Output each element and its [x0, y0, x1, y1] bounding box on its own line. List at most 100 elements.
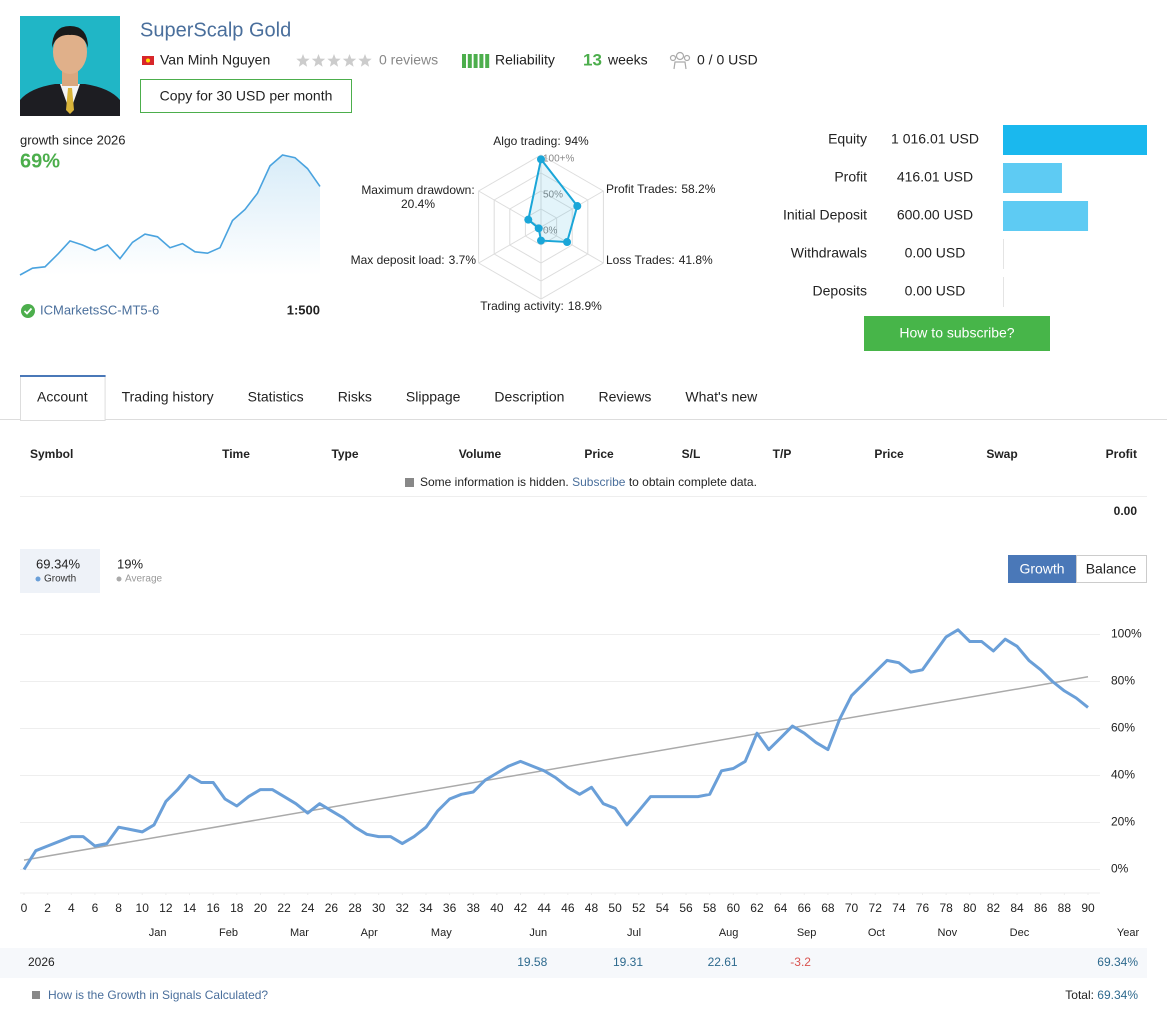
- radar-label-name: Algo trading:: [493, 134, 560, 148]
- star: [296, 54, 310, 67]
- year-axis-label: Year: [1117, 927, 1140, 939]
- weeks-count: 13: [583, 50, 602, 69]
- balance-label: Initial Deposit: [783, 207, 867, 223]
- x-tick-label: 14: [183, 901, 197, 915]
- month-label: May: [431, 927, 452, 939]
- column-header: Type: [331, 447, 358, 461]
- help-icon: [32, 991, 40, 999]
- tab[interactable]: Trading history: [122, 389, 214, 405]
- chart-button[interactable]: [1076, 555, 1147, 583]
- tab[interactable]: Account: [37, 389, 88, 405]
- author: Van Minh Nguyen: [160, 52, 270, 68]
- tab[interactable]: Statistics: [248, 389, 304, 405]
- radar-point: [534, 224, 543, 233]
- month-growth: -3.2: [790, 955, 811, 969]
- balance-bar: [1003, 163, 1062, 193]
- x-tick-label: 88: [1058, 901, 1072, 915]
- footer-total-value: 69.34%: [1097, 988, 1138, 1002]
- radar-label-value: 3.7%: [449, 253, 477, 267]
- star: [327, 54, 341, 67]
- radar-label-value: 58.2%: [681, 182, 715, 196]
- radar-point: [537, 236, 545, 245]
- subscribe-button-label[interactable]: How to subscribe?: [899, 325, 1014, 341]
- reliability-bar: [473, 54, 478, 68]
- notice-link[interactable]: Subscribe: [572, 475, 626, 489]
- mini-area: [20, 155, 320, 275]
- month-label: Oct: [868, 927, 885, 939]
- month-label: Aug: [719, 927, 739, 939]
- radar-point: [563, 238, 572, 247]
- copy-button[interactable]: [140, 79, 352, 113]
- radar-label: Maximum drawdown: 20.4%: [361, 183, 474, 211]
- balance-value: 416.01 USD: [897, 169, 973, 185]
- radar-label: Profit Trades: 58.2%: [606, 182, 716, 196]
- balance-value: 0.00 USD: [905, 283, 966, 299]
- x-tick-label: 76: [916, 901, 930, 915]
- x-tick-label: 22: [277, 901, 291, 915]
- month-growth: 19.31: [613, 955, 643, 969]
- month-label: Dec: [1010, 927, 1030, 939]
- x-tick-label: 58: [703, 901, 717, 915]
- growth-value: 69%: [20, 150, 60, 172]
- column-header: Time: [222, 447, 250, 461]
- chart-button-label[interactable]: Growth: [1019, 561, 1064, 577]
- radar-label: Max deposit load: 3.7%: [351, 253, 477, 267]
- star: [311, 54, 326, 67]
- year-total: 69.34%: [1097, 955, 1138, 969]
- y-tick-label: 0%: [1111, 862, 1129, 876]
- reliability-bar: [467, 54, 472, 68]
- weeks: weeks: [607, 52, 648, 68]
- tab[interactable]: Slippage: [406, 389, 461, 405]
- month-label: Sep: [797, 927, 817, 939]
- average-line: [23, 676, 1089, 861]
- x-tick-label: 26: [325, 901, 339, 915]
- legend-name: Growth: [44, 574, 76, 585]
- balance-value: 0.00 USD: [905, 245, 966, 261]
- x-tick-label: 46: [561, 901, 575, 915]
- tab[interactable]: Reviews: [598, 389, 651, 405]
- x-tick-label: 18: [230, 901, 244, 915]
- radar-spoke: [540, 226, 604, 264]
- copy-button-label[interactable]: Copy for 30 USD per month: [160, 88, 333, 104]
- x-tick-label: 86: [1034, 901, 1048, 915]
- x-tick-label: 70: [845, 901, 859, 915]
- radar-point: [537, 155, 545, 164]
- subscribe-button[interactable]: [864, 316, 1050, 351]
- reliability-bar: [479, 54, 484, 68]
- radar-label: Loss Trades: 41.8%: [606, 253, 713, 267]
- subscribers-icon: [669, 51, 691, 70]
- footer-total: Total: 69.34%: [1065, 988, 1138, 1002]
- month-label: Apr: [361, 927, 378, 939]
- broker[interactable]: ICMarketsSC-MT5-6: [40, 302, 159, 317]
- tab[interactable]: Risks: [338, 389, 372, 405]
- legend-name: Average: [125, 574, 163, 585]
- tab-active: [20, 376, 106, 421]
- growth-line: [22, 628, 1089, 871]
- radar-label-value: 94%: [565, 134, 589, 148]
- x-tick-label: 74: [892, 901, 906, 915]
- x-tick-label: 90: [1081, 901, 1095, 915]
- radar-tick-label: 0%: [543, 226, 558, 237]
- x-tick-label: 8: [115, 901, 122, 915]
- x-tick-label: 50: [608, 901, 622, 915]
- x-tick-label: 64: [774, 901, 788, 915]
- column-header: Profit: [1106, 447, 1137, 461]
- column-header: Price: [874, 447, 904, 461]
- x-tick-label: 72: [869, 901, 883, 915]
- x-tick-label: 34: [419, 901, 433, 915]
- x-tick-label: 6: [92, 901, 99, 915]
- x-tick-label: 4: [68, 901, 75, 915]
- month-label: Feb: [219, 927, 238, 939]
- chart-button-label[interactable]: Balance: [1086, 561, 1137, 577]
- tab[interactable]: What's new: [685, 389, 758, 405]
- tab[interactable]: Description: [494, 389, 564, 405]
- help-link[interactable]: How is the Growth in Signals Calculated?: [48, 988, 268, 1002]
- radar-label-name: Loss Trades:: [606, 253, 675, 267]
- x-tick-label: 30: [372, 901, 386, 915]
- notice: Some information is hidden. Subscribe to…: [420, 475, 757, 489]
- column-header: Volume: [459, 447, 502, 461]
- year: 2026: [28, 955, 55, 969]
- x-tick-label: 52: [632, 901, 646, 915]
- positions-total: 0.00: [1114, 504, 1138, 518]
